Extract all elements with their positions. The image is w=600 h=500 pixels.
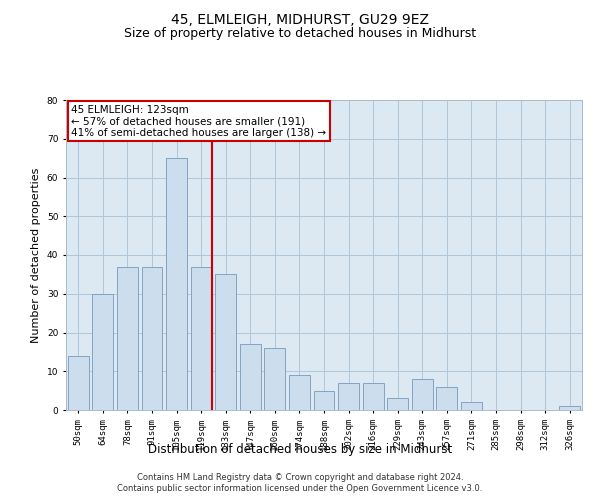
Text: Contains public sector information licensed under the Open Government Licence v3: Contains public sector information licen… xyxy=(118,484,482,493)
Bar xyxy=(191,266,212,410)
Bar xyxy=(166,158,187,410)
Bar xyxy=(240,344,261,410)
Bar xyxy=(387,398,408,410)
Bar xyxy=(265,348,286,410)
Bar xyxy=(117,266,138,410)
Text: 45, ELMLEIGH, MIDHURST, GU29 9EZ: 45, ELMLEIGH, MIDHURST, GU29 9EZ xyxy=(171,12,429,26)
Bar xyxy=(314,390,334,410)
Bar xyxy=(142,266,163,410)
Bar xyxy=(461,402,482,410)
Bar xyxy=(436,387,457,410)
Text: Contains HM Land Registry data © Crown copyright and database right 2024.: Contains HM Land Registry data © Crown c… xyxy=(137,472,463,482)
Text: 45 ELMLEIGH: 123sqm
← 57% of detached houses are smaller (191)
41% of semi-detac: 45 ELMLEIGH: 123sqm ← 57% of detached ho… xyxy=(71,104,326,138)
Bar xyxy=(68,356,89,410)
Bar xyxy=(412,379,433,410)
Y-axis label: Number of detached properties: Number of detached properties xyxy=(31,168,41,342)
Bar xyxy=(362,383,383,410)
Bar xyxy=(215,274,236,410)
Bar xyxy=(338,383,359,410)
Text: Size of property relative to detached houses in Midhurst: Size of property relative to detached ho… xyxy=(124,28,476,40)
Text: Distribution of detached houses by size in Midhurst: Distribution of detached houses by size … xyxy=(148,442,452,456)
Bar xyxy=(559,406,580,410)
Bar xyxy=(92,294,113,410)
Bar xyxy=(289,375,310,410)
